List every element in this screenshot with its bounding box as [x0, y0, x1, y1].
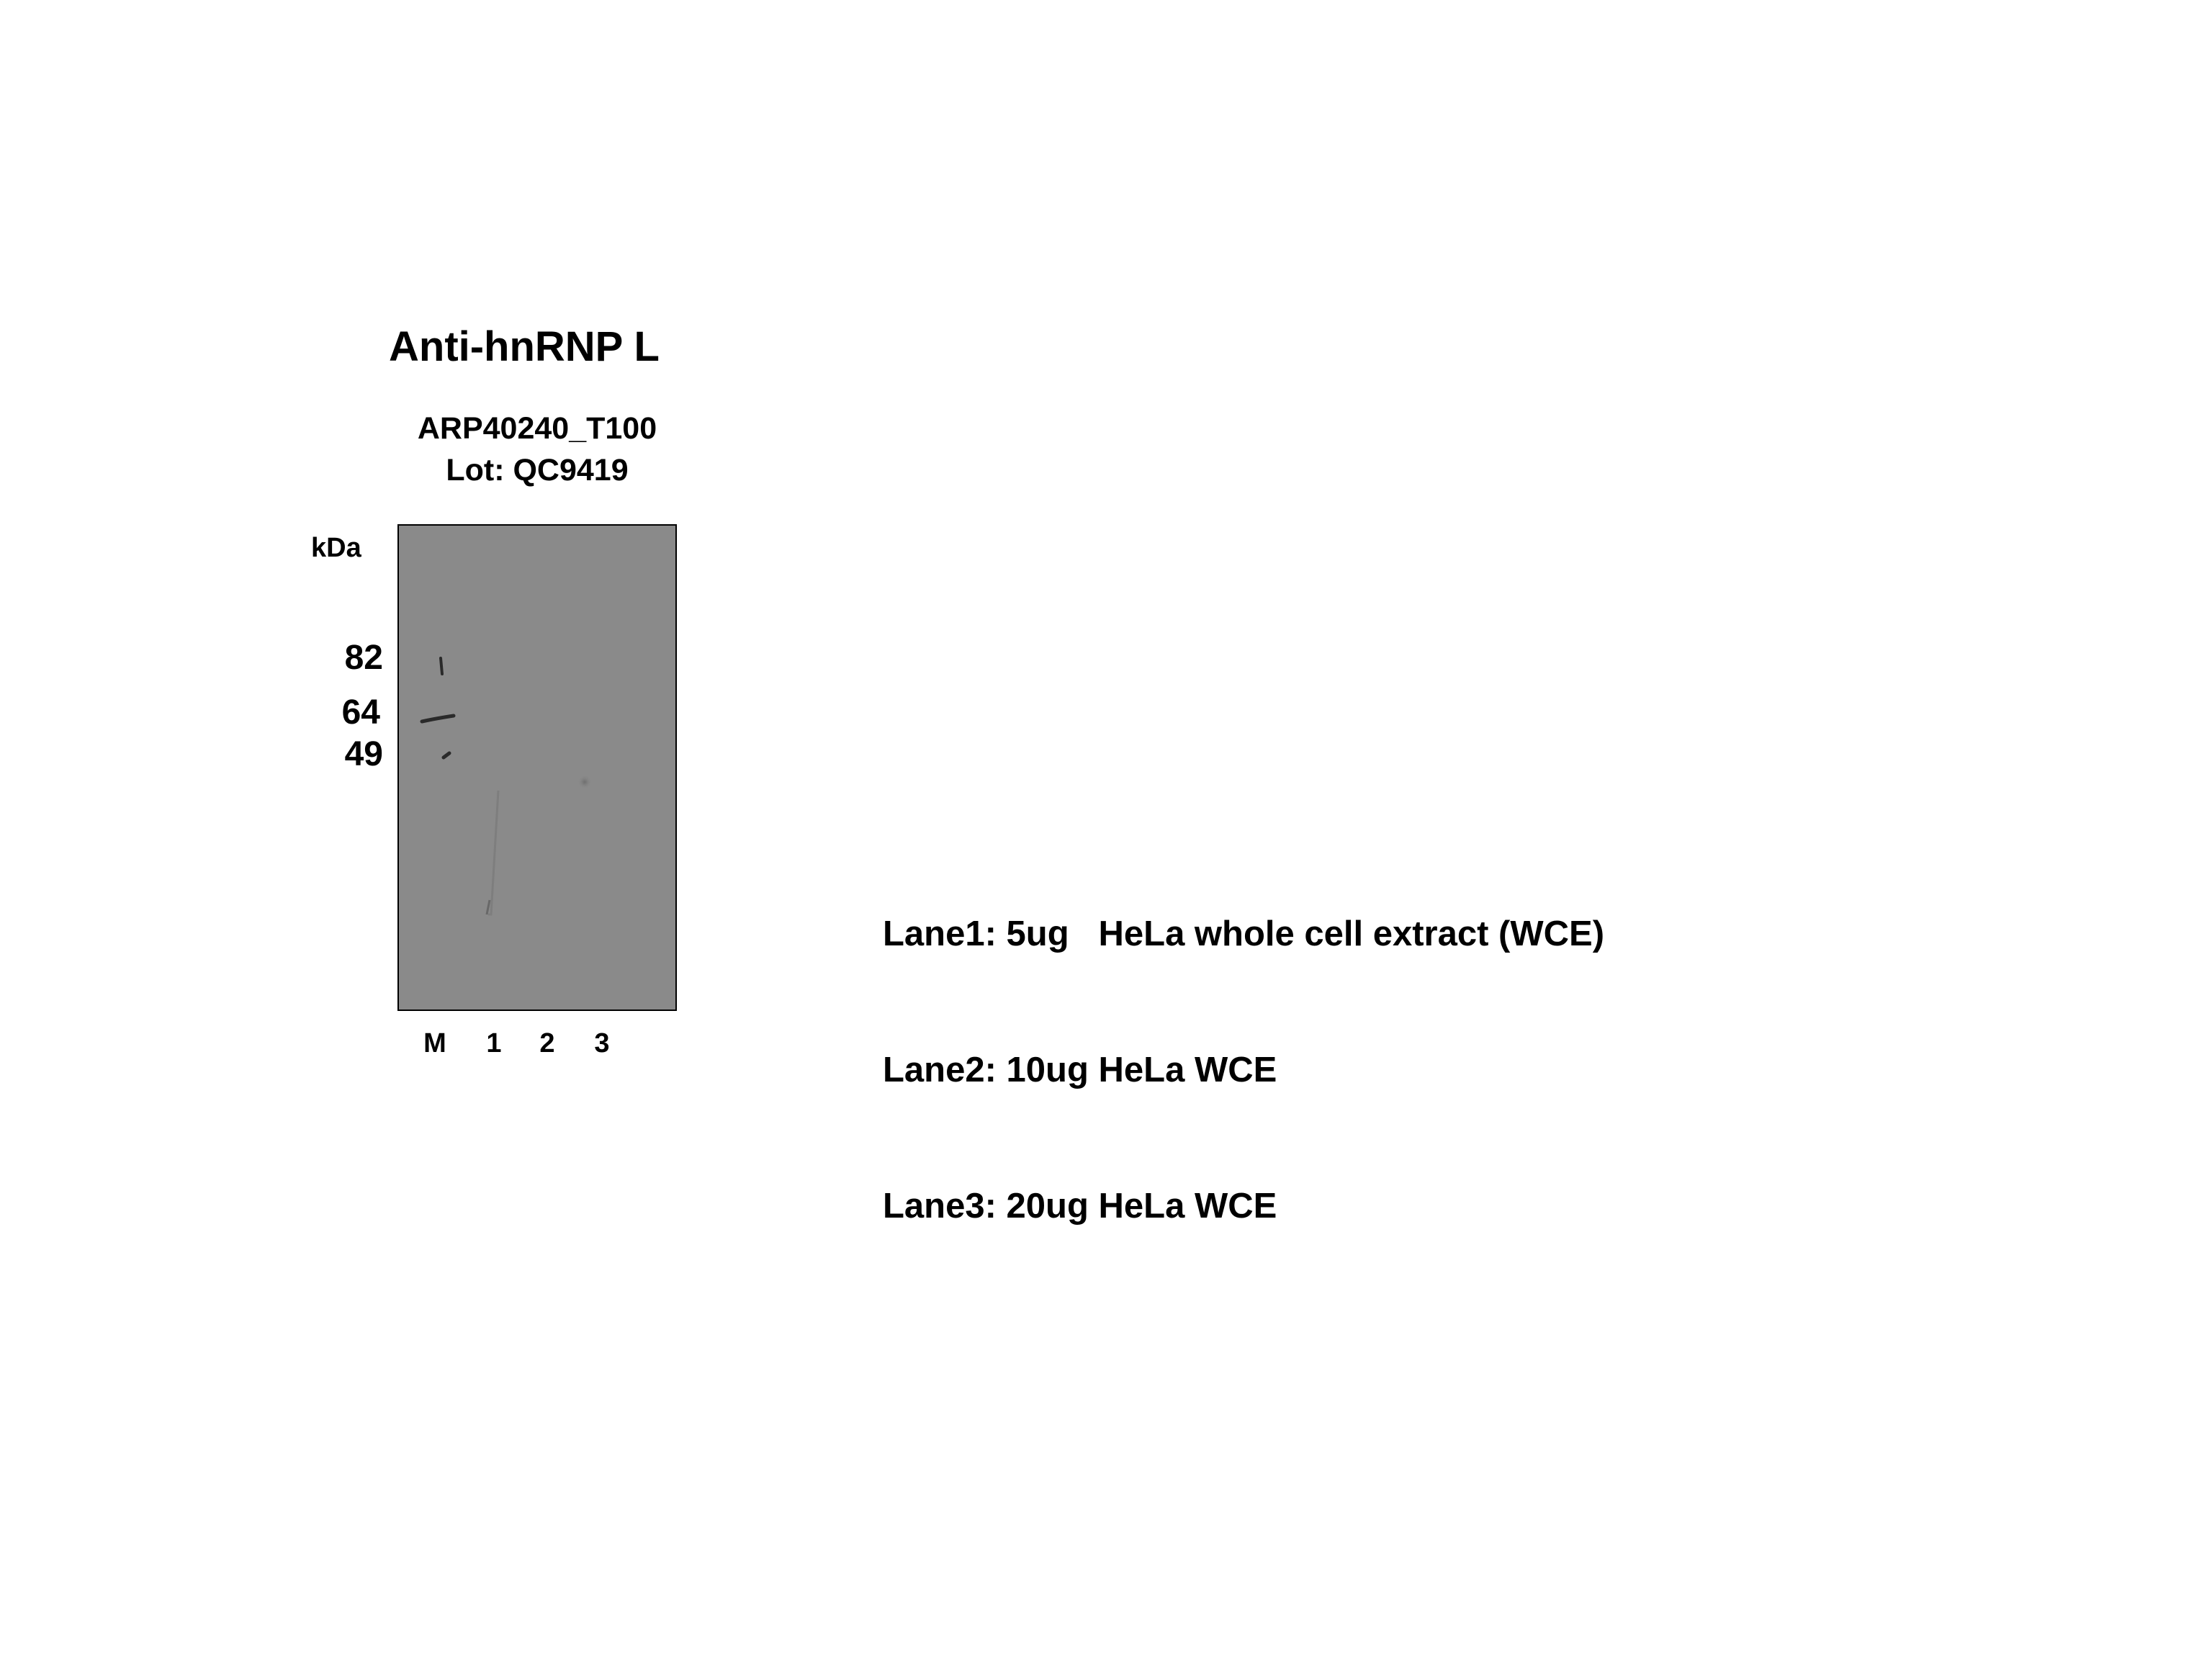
- lane-label-m: M: [423, 1028, 446, 1058]
- western-blot-membrane: [397, 524, 677, 1011]
- streak-artifact: [488, 790, 500, 916]
- legend-line-3: Lane3: 20ug HeLa WCE: [883, 1187, 1277, 1226]
- antibody-info: ARP40240_T100 Lot: QC9419: [400, 408, 674, 491]
- marker-band-49: [441, 751, 451, 760]
- faint-spot: [577, 775, 592, 789]
- lot-number: Lot: QC9419: [446, 453, 629, 487]
- blot-image: [420, 657, 592, 916]
- lane-label-2: 2: [539, 1028, 555, 1058]
- lane-label-1: 1: [486, 1028, 502, 1058]
- legend-line-2: Lane2: 10ug HeLa WCE: [883, 1051, 1277, 1089]
- figure-title: Anti-hnRNP L: [389, 323, 660, 370]
- lane-legend: Lane1: 5ug HeLa whole cell extract (WCE)…: [883, 821, 1604, 1274]
- marker-band-64: [420, 714, 456, 724]
- unit-label: kDa: [311, 533, 361, 563]
- legend-line-1: Lane1: 5ug HeLa whole cell extract (WCE): [883, 914, 1605, 953]
- lane-label-3: 3: [594, 1028, 610, 1058]
- catalog-number: ARP40240_T100: [417, 411, 657, 446]
- marker-band-82: [439, 657, 444, 675]
- streak-end: [485, 899, 491, 915]
- marker-label-49: 49: [344, 735, 383, 773]
- marker-label-82: 82: [344, 639, 383, 677]
- marker-label-64: 64: [341, 693, 380, 732]
